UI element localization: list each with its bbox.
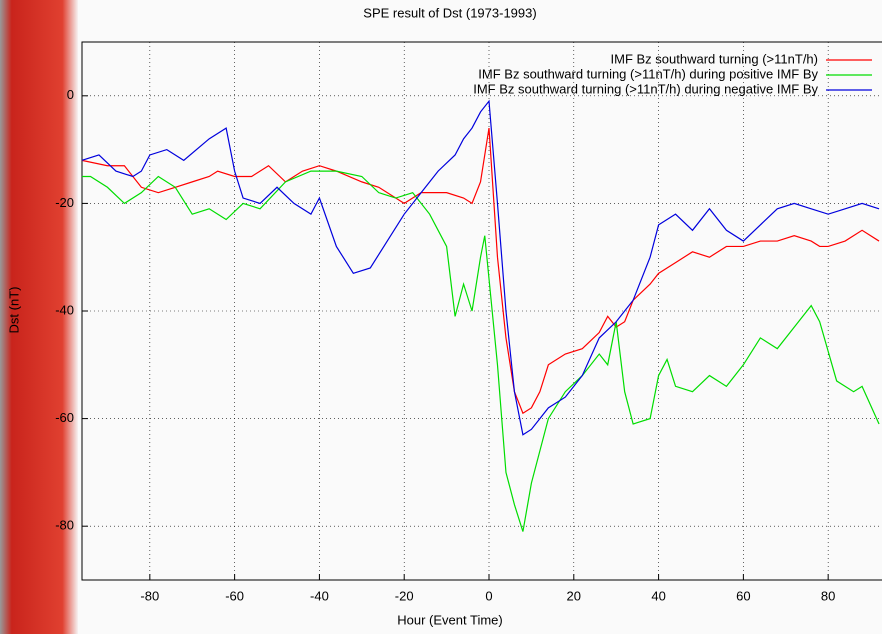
legend-label: IMF Bz southward turning (>11nT/h) durin… xyxy=(473,81,818,96)
data-line xyxy=(81,127,880,415)
y-tick-label: -20 xyxy=(55,195,74,210)
y-tick-label: -60 xyxy=(55,410,74,425)
x-tick-label: -60 xyxy=(225,588,244,603)
legend-label: IMF Bz southward turning (>11nT/h) durin… xyxy=(478,66,818,81)
y-tick-label: -80 xyxy=(55,518,74,533)
x-axis-label: Hour (Event Time) xyxy=(397,612,502,627)
data-line xyxy=(81,99,880,436)
data-line xyxy=(82,170,880,532)
x-tick-label: -40 xyxy=(310,588,329,603)
y-tick-label: 0 xyxy=(67,87,74,102)
x-tick-label: -20 xyxy=(395,588,414,603)
x-tick-label: 0 xyxy=(485,588,492,603)
x-tick-label: 20 xyxy=(567,588,581,603)
legend-label: IMF Bz southward turning (>11nT/h) xyxy=(611,51,819,66)
x-tick-label: 80 xyxy=(821,588,835,603)
side-strip xyxy=(0,0,78,634)
y-tick-label: -40 xyxy=(55,302,74,317)
y-axis-label: Dst (nT) xyxy=(6,287,21,334)
x-tick-label: 60 xyxy=(736,588,750,603)
x-tick-label: 40 xyxy=(651,588,665,603)
x-tick-label: -80 xyxy=(140,588,159,603)
chart-title: SPE result of Dst (1973-1993) xyxy=(363,5,536,20)
